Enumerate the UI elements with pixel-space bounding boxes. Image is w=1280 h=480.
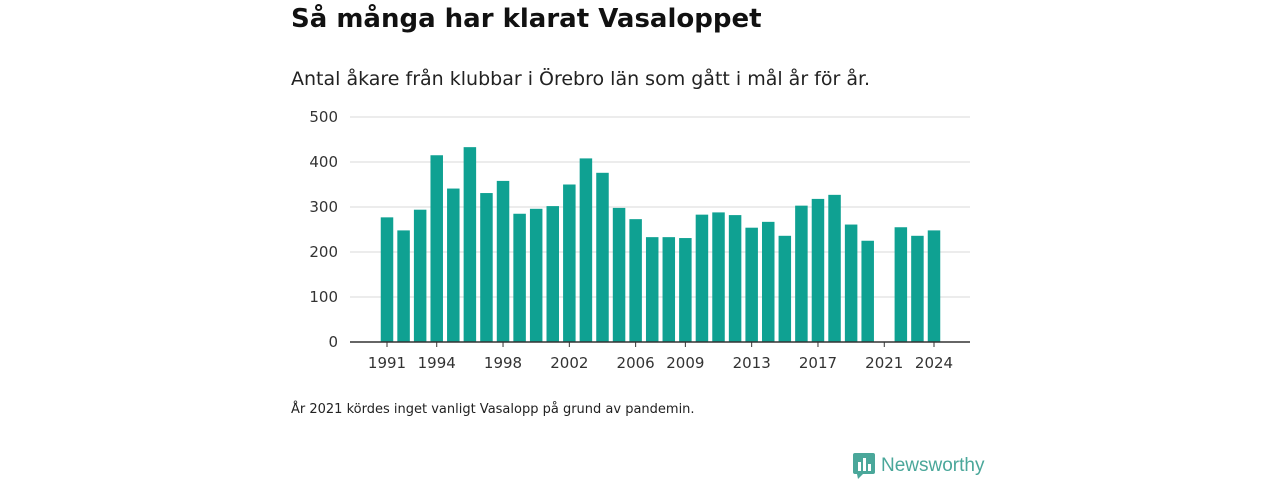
x-tick-label: 2017 — [799, 354, 837, 372]
bar-2000[interactable] — [529, 208, 543, 342]
x-tick-label: 2024 — [915, 354, 953, 372]
bar-1995[interactable] — [447, 188, 460, 342]
bar-2022[interactable] — [894, 227, 908, 342]
newsworthy-logo-icon — [853, 453, 875, 479]
bar-1999[interactable] — [513, 213, 526, 342]
y-tick-label: 400 — [309, 153, 338, 171]
bar-2004[interactable] — [596, 172, 609, 342]
bar-2002[interactable] — [563, 184, 576, 343]
bar-2009[interactable] — [679, 238, 692, 342]
x-tick-label: 2013 — [733, 354, 771, 372]
bar-1994[interactable] — [430, 155, 443, 342]
bar-2013[interactable] — [745, 227, 758, 342]
bar-2020[interactable] — [861, 240, 874, 342]
y-tick-label: 100 — [309, 288, 338, 306]
y-axis-labels: 0 100 200 300 400 500 — [309, 108, 338, 351]
bar-1996[interactable] — [463, 147, 477, 342]
bar-2001[interactable] — [546, 206, 560, 342]
grid-lines — [350, 116, 970, 298]
x-tick-label: 1991 — [368, 354, 406, 372]
bar-1992[interactable] — [397, 230, 410, 342]
bar-2003[interactable] — [579, 158, 593, 342]
footnote: År 2021 kördes inget vanligt Vasalopp på… — [291, 402, 695, 417]
y-tick-label: 0 — [328, 333, 338, 351]
bar-2008[interactable] — [662, 237, 676, 342]
bar-2023[interactable] — [911, 235, 924, 342]
x-tick-label: 2021 — [865, 354, 903, 372]
brand-name: Newsworthy — [881, 455, 985, 476]
x-tick-label: 2009 — [666, 354, 704, 372]
bars — [380, 147, 941, 343]
bar-2006[interactable] — [629, 219, 642, 342]
x-axis-labels: 1991 1994 1998 2002 2006 2009 2013 2017 2021 2024 — [368, 342, 953, 372]
bar-1997[interactable] — [480, 193, 493, 342]
bar-2015[interactable] — [778, 235, 792, 342]
newsworthy-logo[interactable]: Newsworthy — [853, 453, 984, 479]
bar-1998[interactable] — [496, 180, 510, 342]
bar-1991[interactable] — [380, 217, 394, 342]
bar-2005[interactable] — [612, 207, 626, 342]
y-tick-label: 300 — [309, 198, 338, 216]
y-tick-label: 200 — [309, 243, 338, 261]
bar-2024[interactable] — [927, 230, 941, 342]
x-tick-label: 2002 — [550, 354, 588, 372]
bar-2019[interactable] — [844, 224, 858, 342]
bar-2018[interactable] — [828, 194, 841, 342]
bar-2017[interactable] — [811, 198, 825, 342]
bar-2016[interactable] — [795, 205, 808, 342]
bar-2010[interactable] — [695, 214, 709, 342]
x-tick-label: 2006 — [617, 354, 655, 372]
bar-2007[interactable] — [645, 237, 659, 342]
chart-title: Så många har klarat Vasaloppet — [291, 4, 762, 34]
x-tick-label: 1998 — [484, 354, 522, 372]
x-tick-label: 1994 — [418, 354, 456, 372]
bar-2011[interactable] — [712, 212, 725, 342]
bar-1993[interactable] — [413, 209, 427, 342]
bar-2012[interactable] — [728, 215, 742, 342]
chart-subtitle: Antal åkare från klubbar i Örebro län so… — [291, 68, 871, 90]
bar-2014[interactable] — [761, 221, 775, 342]
y-tick-label: 500 — [309, 108, 338, 126]
